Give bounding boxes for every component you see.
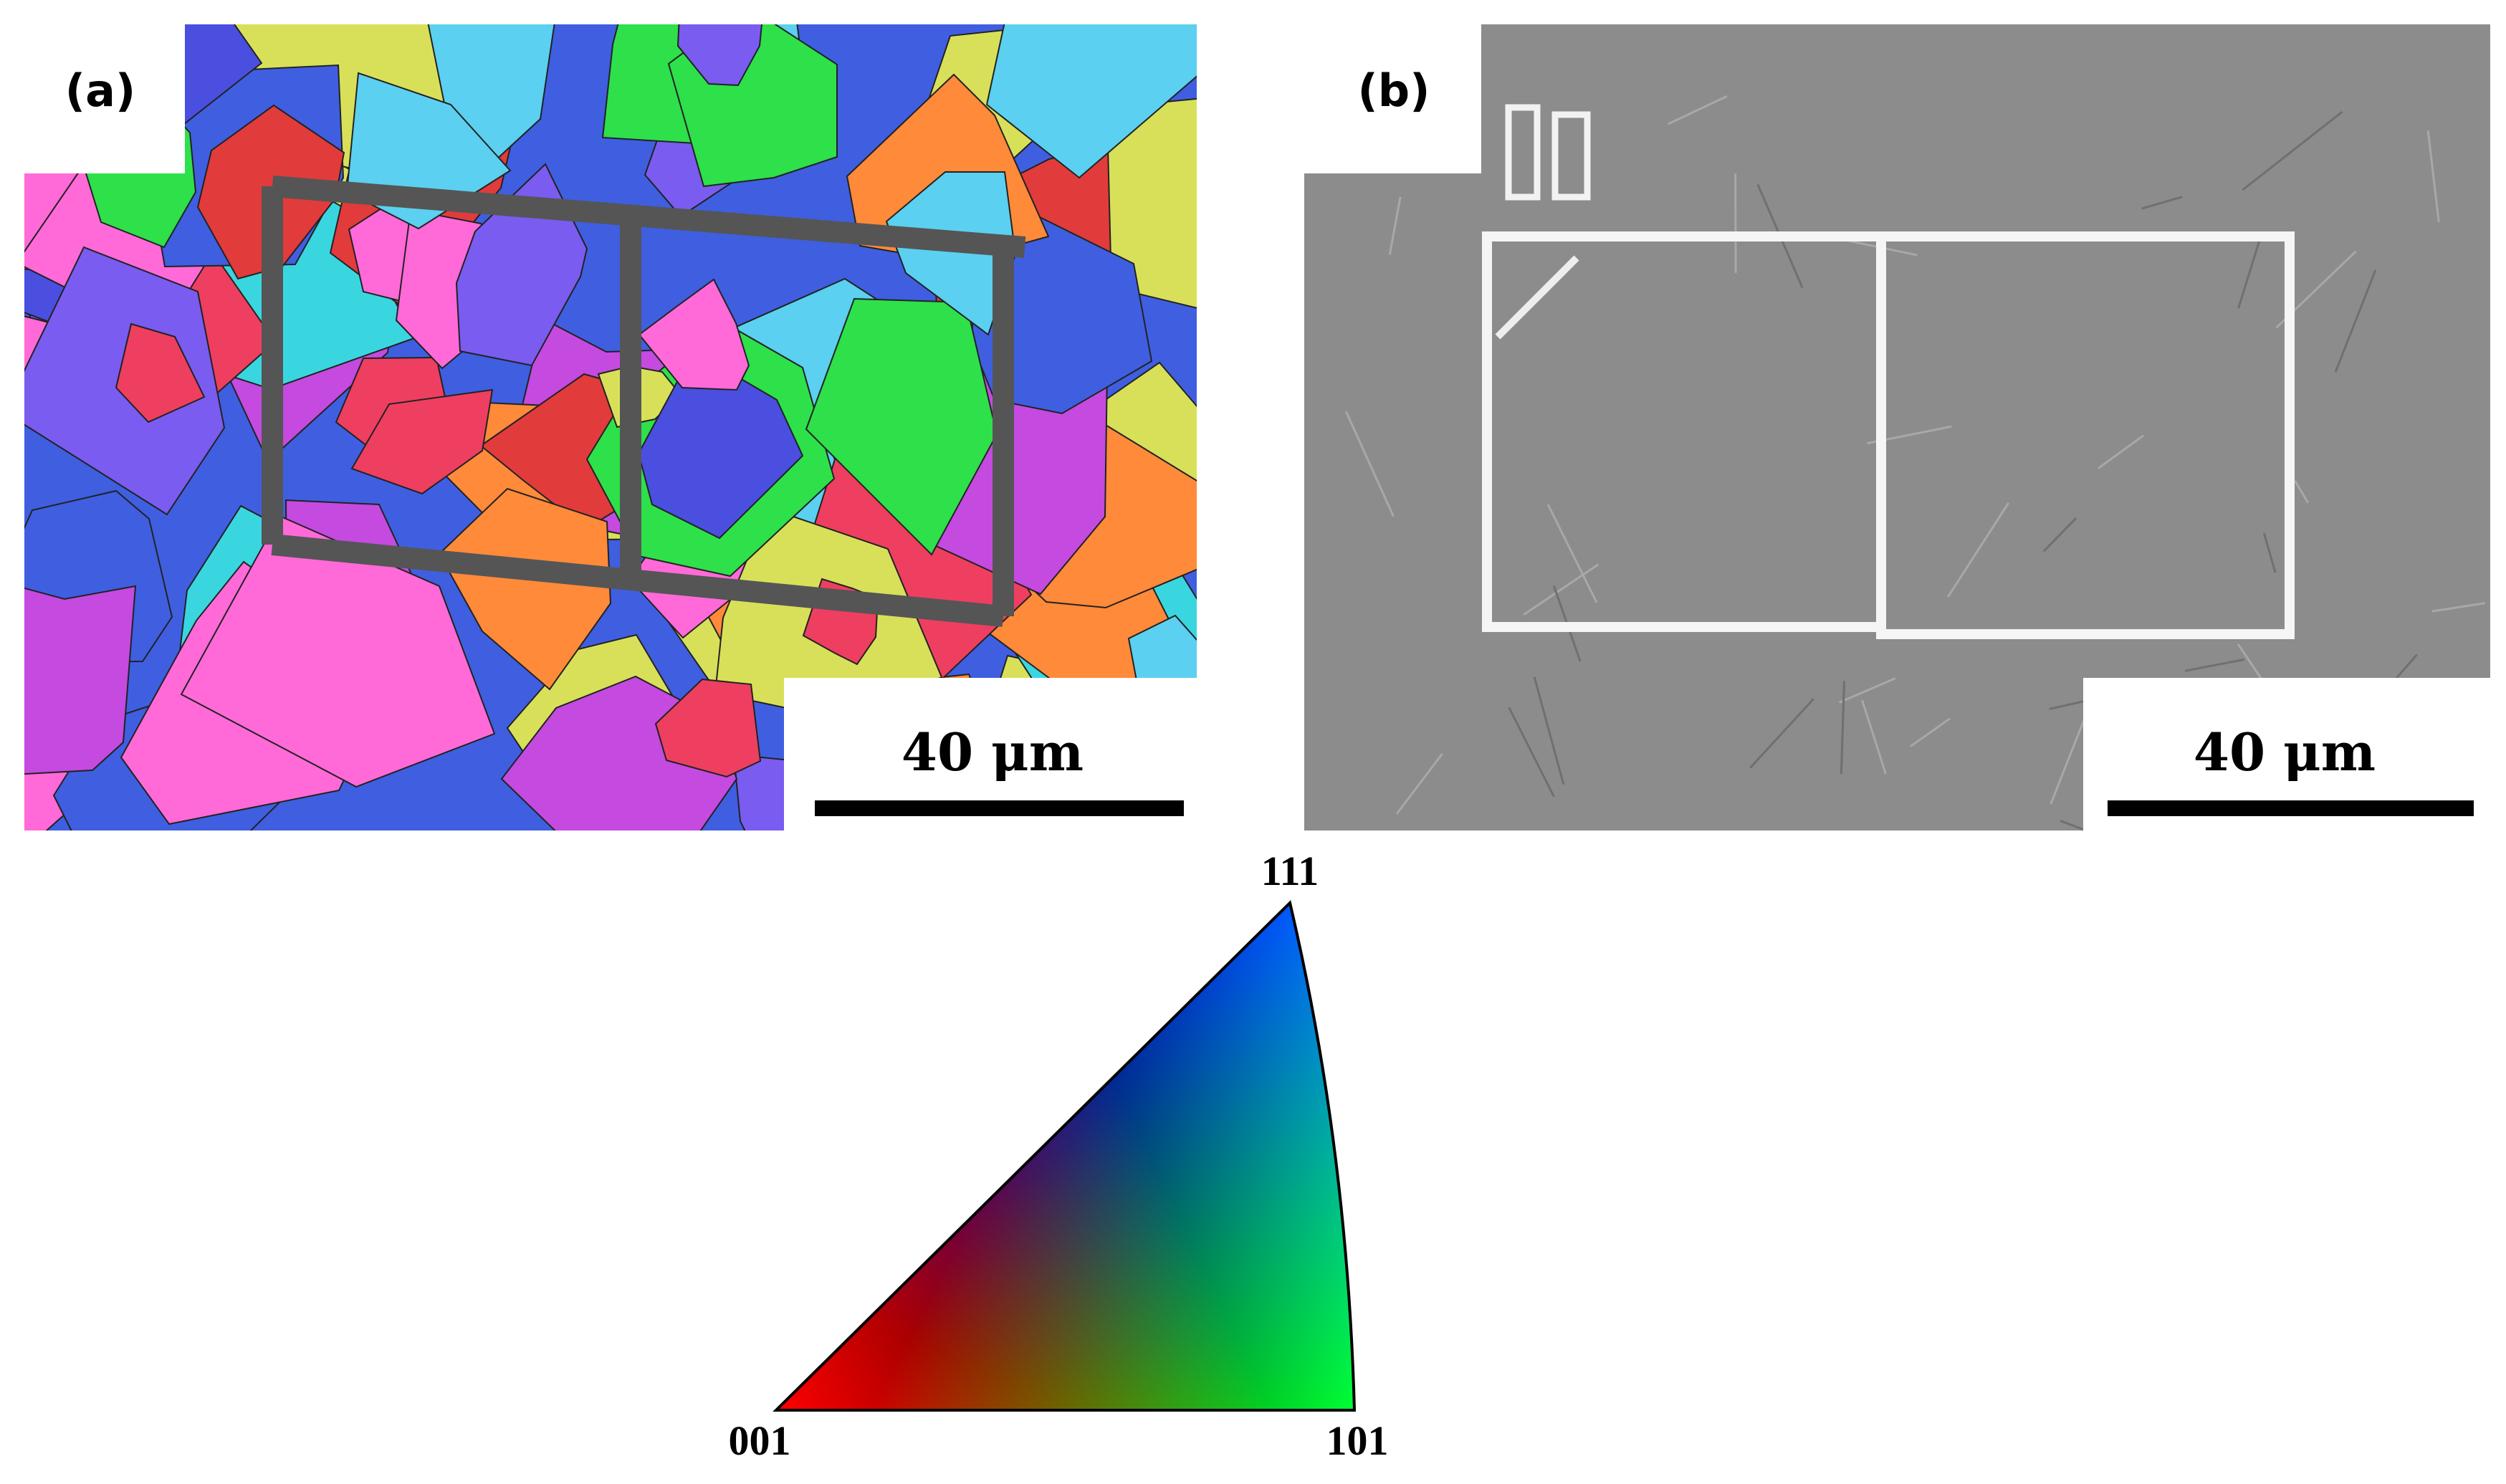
surface-feature xyxy=(1838,677,1896,704)
surface-feature xyxy=(2262,532,2277,573)
grain xyxy=(805,297,998,556)
surface-feature xyxy=(2050,717,2086,805)
surface-feature xyxy=(1344,411,1395,517)
milled-line xyxy=(1495,255,1579,340)
surface-feature xyxy=(2237,239,2262,309)
grain xyxy=(654,678,762,778)
surface-feature xyxy=(1388,196,1402,255)
grain xyxy=(180,514,496,788)
marker xyxy=(1551,111,1591,201)
ipf-blue xyxy=(776,903,1354,1410)
scale-bar xyxy=(815,800,1184,816)
surface-feature xyxy=(2431,602,2485,613)
surface-feature xyxy=(1533,676,1565,785)
milled-frame xyxy=(1876,231,2295,639)
grain xyxy=(985,24,1197,179)
scale-bar xyxy=(2108,800,2474,816)
surface-feature xyxy=(2334,269,2377,373)
ebsd-map xyxy=(24,24,1197,830)
surface-feature xyxy=(1946,502,2010,598)
surface-feature xyxy=(2042,517,2077,552)
ipf-corner: 101 xyxy=(1326,1417,1389,1464)
grain xyxy=(115,322,206,423)
grain xyxy=(676,24,763,87)
grain xyxy=(885,171,1017,336)
frame-edge xyxy=(271,534,1005,627)
scale-bar-label: 40 μm xyxy=(2194,722,2376,782)
surface-feature xyxy=(2242,110,2343,191)
ipf-triangle xyxy=(776,903,1354,1410)
label-box xyxy=(24,24,185,173)
surface-feature xyxy=(1861,699,1887,775)
surface-feature xyxy=(2098,434,2145,469)
surface-feature xyxy=(1668,95,1728,125)
surface-feature xyxy=(1749,698,1814,769)
grain xyxy=(350,388,494,495)
surface-feature xyxy=(1508,707,1555,798)
surface-feature xyxy=(1395,753,1443,815)
scale-bar-label: 40 μm xyxy=(902,722,1084,782)
surface-feature xyxy=(2294,480,2309,504)
panel-label: (b) xyxy=(1357,64,1430,117)
panel-label: (a) xyxy=(65,64,136,117)
grain xyxy=(638,278,750,391)
ipf-outline xyxy=(773,900,1357,1412)
ipf-corner: 001 xyxy=(729,1417,791,1464)
surface-feature xyxy=(1523,563,1599,616)
milled-frame xyxy=(262,176,1026,627)
surface-feature xyxy=(2060,820,2089,830)
surface-feature xyxy=(1910,717,1951,747)
surface-feature xyxy=(2184,658,2244,672)
surface-feature xyxy=(1546,504,1598,603)
ipf-corner: 111 xyxy=(1261,848,1319,894)
label-box xyxy=(1304,24,1481,173)
surface-feature xyxy=(1840,681,1845,774)
surface-feature xyxy=(2237,643,2265,682)
marker xyxy=(1505,104,1541,201)
frame-edge xyxy=(271,176,1026,258)
grain xyxy=(24,585,137,775)
surface-feature xyxy=(2426,130,2440,222)
surface-feature xyxy=(2141,196,2183,210)
